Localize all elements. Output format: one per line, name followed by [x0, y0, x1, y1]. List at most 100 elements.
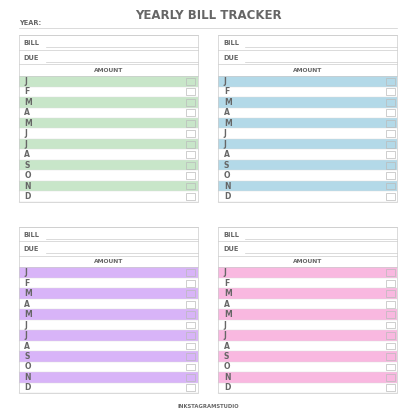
- Bar: [186, 332, 195, 339]
- Text: F: F: [224, 87, 229, 97]
- Bar: [186, 269, 195, 276]
- Bar: [386, 332, 395, 339]
- Bar: [386, 280, 395, 287]
- Bar: [19, 330, 198, 341]
- Bar: [19, 139, 198, 149]
- Text: BILL: BILL: [223, 40, 239, 46]
- Text: S: S: [24, 161, 30, 170]
- Text: BILL: BILL: [24, 40, 40, 46]
- Bar: [186, 353, 195, 360]
- Bar: [386, 311, 395, 318]
- Bar: [218, 227, 397, 393]
- Bar: [386, 364, 395, 370]
- Bar: [19, 351, 198, 362]
- Text: S: S: [224, 161, 229, 170]
- Text: AMOUNT: AMOUNT: [94, 259, 123, 264]
- Bar: [386, 322, 395, 329]
- Text: J: J: [224, 321, 227, 329]
- Bar: [218, 35, 397, 202]
- Bar: [218, 267, 397, 278]
- Bar: [19, 372, 198, 383]
- Bar: [19, 181, 198, 191]
- Bar: [186, 364, 195, 370]
- Text: YEAR:: YEAR:: [19, 20, 41, 26]
- Text: DUE: DUE: [24, 55, 39, 61]
- Bar: [186, 172, 195, 179]
- Bar: [19, 227, 198, 393]
- Text: F: F: [24, 279, 30, 288]
- Text: O: O: [24, 171, 31, 180]
- Text: O: O: [24, 362, 31, 371]
- Bar: [386, 384, 395, 391]
- Text: J: J: [24, 140, 27, 149]
- Bar: [186, 162, 195, 168]
- Text: D: D: [224, 384, 230, 392]
- Bar: [386, 353, 395, 360]
- Bar: [386, 120, 395, 126]
- Bar: [386, 130, 395, 137]
- Text: AMOUNT: AMOUNT: [94, 68, 123, 73]
- Text: A: A: [24, 150, 30, 159]
- Text: A: A: [24, 342, 30, 351]
- Bar: [386, 193, 395, 200]
- Text: AMOUNT: AMOUNT: [293, 68, 322, 73]
- Bar: [186, 89, 195, 95]
- Bar: [386, 172, 395, 179]
- Text: DUE: DUE: [24, 246, 39, 252]
- Text: DUE: DUE: [223, 55, 239, 61]
- Text: BILL: BILL: [24, 232, 40, 238]
- Bar: [386, 89, 395, 95]
- Bar: [19, 288, 198, 299]
- Bar: [19, 76, 198, 87]
- Bar: [218, 181, 397, 191]
- Bar: [386, 78, 395, 85]
- Bar: [19, 35, 198, 202]
- Text: J: J: [24, 331, 27, 340]
- Bar: [218, 97, 397, 107]
- Bar: [186, 78, 195, 85]
- Text: J: J: [24, 268, 27, 277]
- Bar: [218, 310, 397, 320]
- Bar: [19, 267, 198, 278]
- Text: DUE: DUE: [223, 246, 239, 252]
- Bar: [186, 301, 195, 307]
- Bar: [218, 372, 397, 383]
- Text: M: M: [24, 98, 32, 107]
- Bar: [386, 141, 395, 148]
- Text: INKSTAGRAMSTUDIO: INKSTAGRAMSTUDIO: [177, 404, 239, 409]
- Text: A: A: [224, 108, 230, 117]
- Text: J: J: [224, 140, 227, 149]
- Text: J: J: [224, 331, 227, 340]
- Text: A: A: [24, 108, 30, 117]
- Text: N: N: [24, 373, 31, 382]
- Bar: [186, 141, 195, 148]
- Text: F: F: [24, 87, 30, 97]
- Bar: [186, 374, 195, 381]
- Text: A: A: [224, 150, 230, 159]
- Text: F: F: [224, 279, 229, 288]
- Bar: [386, 99, 395, 106]
- Text: M: M: [224, 119, 232, 128]
- Bar: [186, 193, 195, 200]
- Bar: [218, 118, 397, 129]
- Bar: [386, 183, 395, 189]
- Text: S: S: [224, 352, 229, 361]
- Text: M: M: [24, 119, 32, 128]
- Text: S: S: [24, 352, 30, 361]
- Bar: [186, 183, 195, 189]
- Text: D: D: [24, 384, 30, 392]
- Text: J: J: [224, 77, 227, 86]
- Text: A: A: [224, 342, 230, 351]
- Bar: [386, 301, 395, 307]
- Text: M: M: [224, 310, 232, 319]
- Text: D: D: [24, 192, 30, 201]
- Bar: [218, 160, 397, 170]
- Bar: [386, 343, 395, 349]
- Text: BILL: BILL: [223, 232, 239, 238]
- Bar: [218, 288, 397, 299]
- Text: J: J: [24, 321, 27, 329]
- Bar: [19, 160, 198, 170]
- Bar: [19, 97, 198, 107]
- Text: A: A: [24, 300, 30, 309]
- Text: A: A: [224, 300, 230, 309]
